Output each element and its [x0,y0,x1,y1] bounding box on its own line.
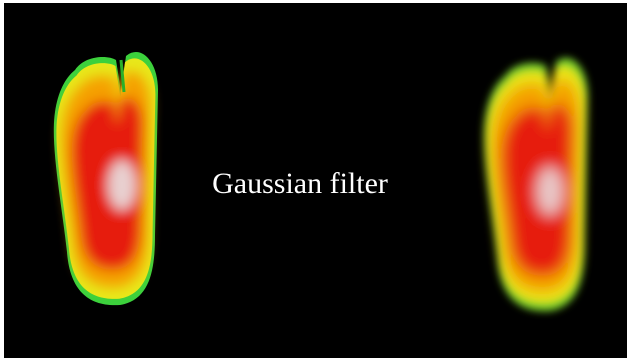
pressure-peak [108,160,136,210]
page: {"label": "Gaussian filter"} Gaussian fi… [0,0,631,362]
pressure-core [62,72,151,287]
figure: Gaussian filter [0,0,631,362]
caption: Gaussian filter [212,167,388,200]
pressure-core [492,79,580,292]
left-foot-map [54,52,158,305]
right-foot-map [484,58,588,311]
pressure-peak [537,167,563,215]
